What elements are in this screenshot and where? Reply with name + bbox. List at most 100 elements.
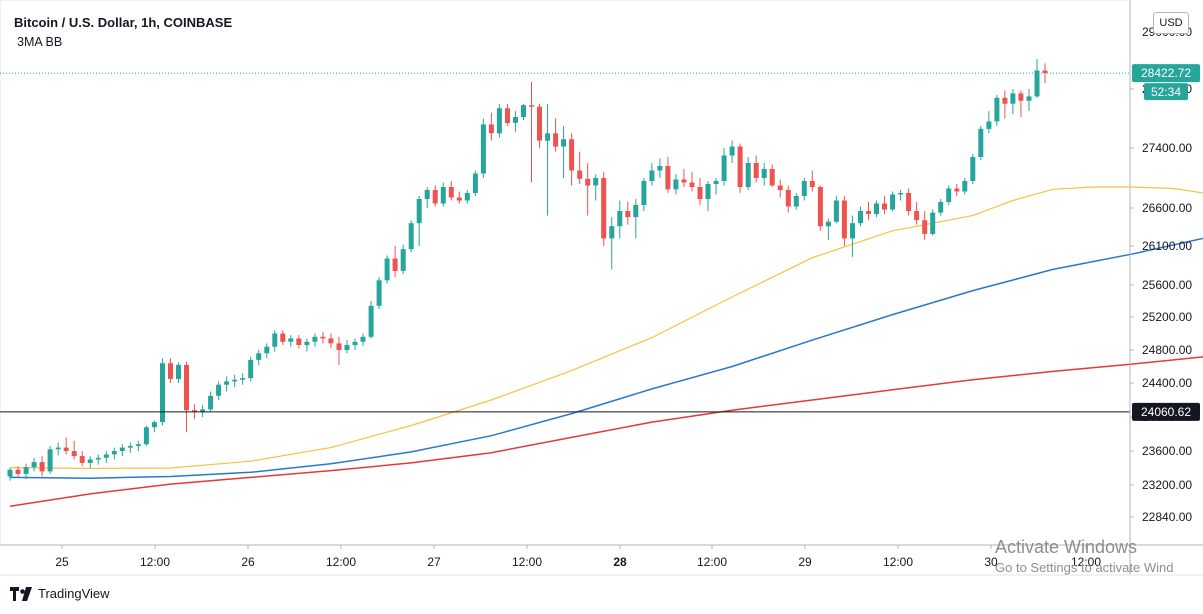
candle-body bbox=[609, 226, 615, 239]
candle bbox=[432, 185, 438, 207]
candle bbox=[777, 179, 783, 198]
candle bbox=[817, 185, 823, 231]
candle bbox=[232, 374, 238, 388]
candle bbox=[585, 163, 591, 216]
candle-body bbox=[1018, 93, 1024, 101]
candle bbox=[184, 361, 189, 433]
candle bbox=[15, 466, 21, 477]
tradingview-branding[interactable]: TradingView bbox=[10, 586, 110, 601]
candle-body bbox=[344, 345, 350, 350]
candle-body bbox=[1026, 96, 1032, 101]
candle-body bbox=[801, 181, 807, 196]
candle-body bbox=[505, 108, 510, 123]
candle bbox=[841, 196, 847, 246]
indicator-legend[interactable]: 3MA BB bbox=[17, 35, 63, 49]
candle-body bbox=[168, 363, 173, 379]
candle-body bbox=[906, 193, 912, 211]
candle bbox=[954, 184, 960, 196]
candle bbox=[1034, 59, 1040, 98]
candle-body bbox=[914, 211, 920, 221]
candle-body bbox=[264, 346, 270, 354]
candle bbox=[825, 218, 831, 240]
candle bbox=[95, 454, 101, 465]
candle bbox=[513, 111, 518, 132]
axes-layer: 28200.0027400.0026600.0026100.0025600.00… bbox=[0, 0, 1203, 576]
candle-body bbox=[272, 333, 278, 347]
x-tick-label: 28 bbox=[613, 555, 627, 569]
candle-body bbox=[456, 197, 462, 201]
candle bbox=[962, 178, 968, 195]
candle-body bbox=[360, 336, 366, 342]
candle bbox=[697, 178, 703, 205]
candle-body bbox=[1002, 97, 1008, 104]
candle bbox=[906, 188, 912, 216]
candle bbox=[400, 244, 406, 275]
candle bbox=[127, 442, 133, 453]
candle-body bbox=[569, 139, 575, 171]
candle bbox=[168, 358, 173, 383]
y-tick-label: 26600.00 bbox=[1142, 201, 1192, 215]
candle-body bbox=[745, 163, 751, 187]
candle-body bbox=[143, 427, 149, 445]
candle bbox=[280, 330, 286, 346]
candle-body bbox=[224, 381, 230, 385]
candle-body bbox=[1042, 70, 1048, 74]
candle bbox=[858, 206, 863, 227]
candle-body bbox=[127, 445, 133, 448]
candle bbox=[103, 451, 109, 463]
candle-body bbox=[994, 97, 1000, 122]
candle-body bbox=[280, 333, 286, 342]
candle bbox=[545, 103, 551, 216]
candle-body bbox=[432, 190, 438, 204]
plot-border bbox=[0, 0, 1131, 546]
moving-average-ma_fast bbox=[9, 186, 1203, 470]
candle-body bbox=[288, 338, 294, 342]
candle-body bbox=[496, 108, 502, 134]
candles-layer bbox=[7, 59, 1048, 481]
candle bbox=[39, 456, 45, 477]
candle bbox=[561, 125, 567, 178]
candle bbox=[240, 373, 246, 385]
candle-body bbox=[617, 211, 623, 227]
candle-body bbox=[922, 220, 928, 234]
candle-body bbox=[176, 364, 181, 379]
candle-body bbox=[898, 193, 904, 195]
candle bbox=[23, 463, 29, 480]
countdown-label-text: 52:34 bbox=[1151, 85, 1181, 99]
branding-name: TradingView bbox=[38, 586, 110, 601]
candle-body bbox=[192, 410, 197, 412]
candle-body bbox=[689, 182, 695, 187]
x-tick-label: 29 bbox=[798, 555, 812, 569]
candle bbox=[801, 178, 807, 201]
candle bbox=[55, 442, 61, 456]
candle-body bbox=[513, 117, 518, 123]
candle-body bbox=[95, 457, 101, 460]
candle bbox=[256, 350, 262, 365]
candle-body bbox=[777, 185, 783, 190]
candle-body bbox=[930, 212, 936, 234]
candle bbox=[416, 196, 422, 246]
candle-body bbox=[200, 409, 206, 412]
y-tick-label: 27400.00 bbox=[1142, 141, 1192, 155]
grid-layer bbox=[0, 0, 1131, 546]
currency-button[interactable]: USD bbox=[1153, 12, 1189, 34]
candle bbox=[320, 331, 326, 344]
countdown-label: 52:34 bbox=[1144, 83, 1188, 101]
last-price-label-text: 28422.72 bbox=[1141, 66, 1191, 80]
candle-body bbox=[625, 211, 631, 218]
y-tick-label: 25200.00 bbox=[1142, 310, 1192, 324]
candle bbox=[296, 335, 302, 349]
candle-body bbox=[160, 363, 165, 423]
candle-body bbox=[657, 166, 663, 171]
candle-body bbox=[208, 395, 214, 410]
candle bbox=[914, 202, 920, 225]
candle-body bbox=[793, 196, 799, 207]
candle bbox=[657, 158, 663, 178]
candle-body bbox=[850, 223, 855, 239]
candle bbox=[488, 112, 494, 141]
candle-body bbox=[874, 203, 879, 215]
candle-body bbox=[71, 451, 77, 457]
candle bbox=[898, 190, 904, 201]
